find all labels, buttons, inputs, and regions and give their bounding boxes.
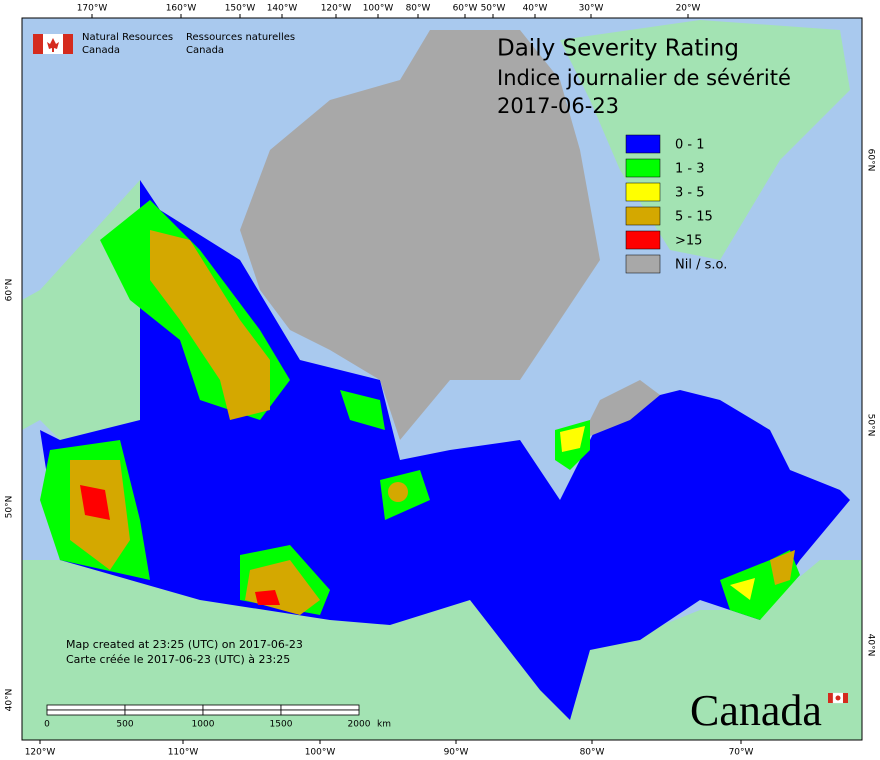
scale-label: 500 [116,720,133,730]
scale-segment [202,704,282,711]
greenland [560,20,850,260]
wordmark: Canada [690,686,822,735]
scale-label: 0 [44,720,50,730]
title: Daily Severity Rating [497,36,739,62]
legend: 0 - 1 1 - 3 3 - 5 5 - 15 >15 Nil / s.o. [625,134,727,274]
scale-segment [280,709,360,716]
top-label: 30°W [579,4,604,14]
title: Indice journalier de sévérité [497,66,791,90]
legend-label: Nil / s.o. [675,258,727,273]
scale-label: 1000 [192,720,215,730]
orange-patch [150,230,270,420]
left-label: 60°N [5,279,15,302]
usa [22,560,862,740]
legend-label: 5 - 15 [675,210,713,225]
canada-wordmark: Canada [690,686,848,735]
scale-segment [202,709,282,716]
map-body [22,18,862,740]
orange-patch [770,550,795,585]
frame [21,17,863,741]
top-label: 150°W [225,4,256,14]
top-label: 50°W [481,4,506,14]
top-label: 140°W [267,4,298,14]
scale-segment [46,709,126,716]
top-label: 40°W [523,4,548,14]
right-label: 40°N [866,634,876,657]
green-patch [340,390,385,430]
bottom-label: 100°W [305,748,336,758]
bottom-label: 120°W [25,748,56,758]
top-label: 170°W [77,4,108,14]
legend-label: >15 [675,234,702,249]
scale-segment [124,709,204,716]
agency-en: Canada [82,45,120,56]
yellow-patch [560,426,585,452]
scale-segment [124,704,204,711]
top-label: 100°W [363,4,394,14]
legend-swatch [625,158,661,178]
scale-unit: km [377,720,391,730]
agency-en: Natural Resources [82,32,173,43]
flag [33,34,73,54]
scale-segment [280,704,360,711]
orange-patch [388,482,408,502]
bottom-label: 80°W [580,748,605,758]
credit: Carte créée le 2017-06-23 (UTC) à 23:25 [66,653,290,666]
legend-label: 0 - 1 [675,138,705,153]
arctic-nil [240,30,600,440]
legend-label: 1 - 3 [675,162,705,177]
red-patch [255,590,280,605]
scale-label: 2000 [348,720,371,730]
top-label: 160°W [166,4,197,14]
scale-segment [46,704,126,711]
legend-swatch [625,206,661,226]
credit: Map created at 23:25 (UTC) on 2017-06-23 [66,638,303,651]
top-label: 80°W [406,4,431,14]
right-label: 50°N [866,414,876,437]
top-label: 120°W [321,4,352,14]
agency-fr: Canada [186,45,224,56]
graticule-labels: 170°W 160°W 150°W 140°W 120°W 100°W 80°W 60°W 50… [5,4,876,758]
top-label: 20°W [676,4,701,14]
legend-label: 3 - 5 [675,186,705,201]
bottom-label: 70°W [729,748,754,758]
right-label: 60°N [866,149,876,172]
scale-bar: 0 500 1000 1500 2000 km [44,704,391,730]
bottom-label: 110°W [168,748,199,758]
top-label: 60°W [453,4,478,14]
left-label: 40°N [5,689,15,712]
scale-label: 1500 [270,720,293,730]
yellow-patch [730,578,755,600]
title: 2017-06-23 [497,94,619,118]
bottom-label: 90°W [444,748,469,758]
agency-fr: Ressources naturelles [186,32,295,43]
legend-swatch [625,230,661,250]
red-patch [80,485,110,520]
legend-swatch [625,182,661,202]
left-label: 50°N [5,496,15,519]
legend-swatch [625,134,661,154]
legend-swatch [625,254,661,274]
